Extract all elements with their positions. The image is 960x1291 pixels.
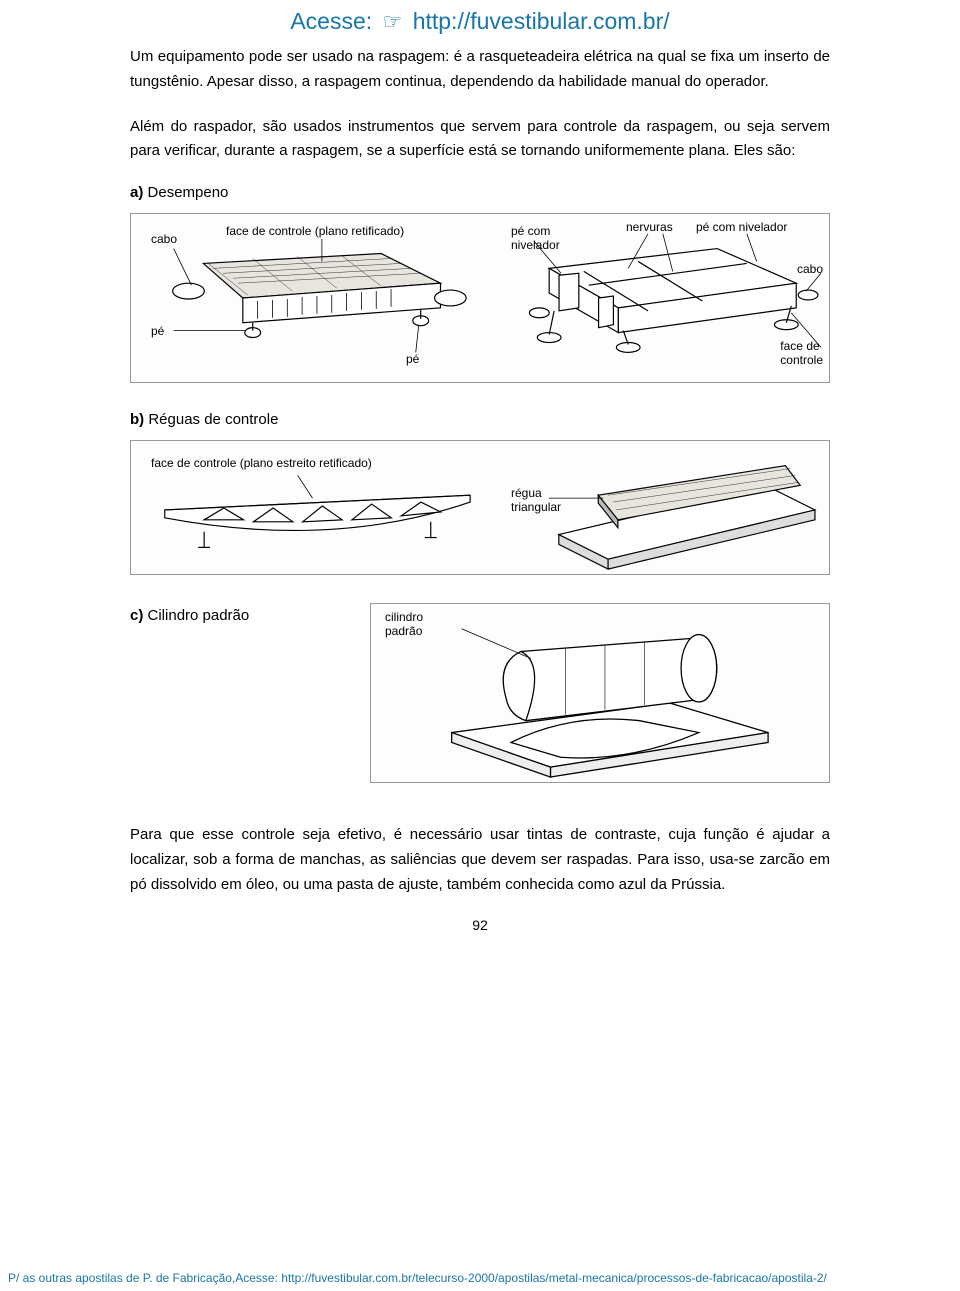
item-c-label: c) Cilindro padrão [130,607,330,624]
page-number: 92 [130,917,830,933]
desempeno-diagram [131,214,829,382]
figure-reguas: face de controle (plano estreito retific… [130,440,830,575]
label-pe-nivelador: pé com nivelador [511,224,560,253]
label-pe-bottom: pé [406,352,419,366]
footer-link[interactable]: P/ as outras apostilas de P. de Fabricaç… [8,1271,952,1285]
label-cabo-left: cabo [151,232,177,246]
item-c-marker: c) [130,607,143,624]
label-cilindro-padrao: cilindro padrão [385,610,423,639]
figure-cilindro: cilindro padrão [370,603,830,783]
label-pe-left: pé [151,324,164,338]
figure-desempeno: cabo face de controle (plano retificado)… [130,213,830,383]
label-nervuras: nervuras [626,220,673,234]
item-c-row: c) Cilindro padrão [130,603,830,783]
item-b-title: Réguas de controle [148,411,278,428]
label-regua-triangular: régua triangular [511,486,561,515]
item-b-label: b) Réguas de controle [130,411,830,428]
label-face-retificado: face de controle (plano retificado) [226,224,404,238]
item-c-title: Cilindro padrão [148,607,250,624]
header-url: http://fuvestibular.com.br/ [413,8,670,34]
header-prefix: Acesse: [290,8,372,34]
paragraph-2: Além do raspador, são usados instrumento… [130,115,830,165]
paragraph-3: Para que esse controle seja efetivo, é n… [130,823,830,897]
label-face-controle: face de controle [780,339,823,368]
label-face-estreito: face de controle (plano estreito retific… [151,456,372,470]
item-a-label: a) Desempeno [130,184,830,201]
item-b-marker: b) [130,411,144,428]
pointing-hand-icon: ☞ [383,9,403,34]
item-a-title: Desempeno [148,184,229,201]
label-cabo-right: cabo [797,262,823,276]
page-content: Um equipamento pode ser usado na raspage… [0,35,960,933]
label-pe-nivelador-2: pé com nivelador [696,220,787,234]
header-link[interactable]: Acesse: ☞ http://fuvestibular.com.br/ [0,0,960,35]
paragraph-1: Um equipamento pode ser usado na raspage… [130,45,830,95]
cilindro-diagram [371,604,829,782]
item-a-marker: a) [130,184,143,201]
